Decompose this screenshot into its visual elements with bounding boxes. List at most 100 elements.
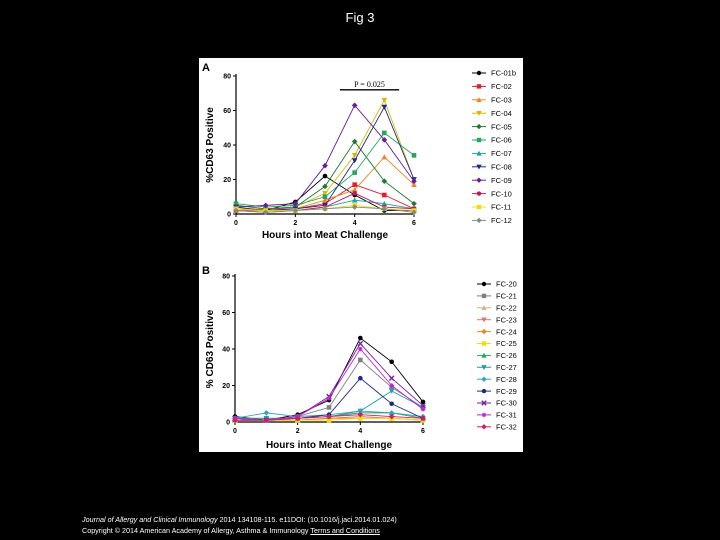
data-point: [351, 187, 358, 193]
data-point: [381, 137, 388, 143]
legend-label: FC-02: [491, 82, 512, 91]
legend-entry: FC-30: [477, 399, 517, 408]
x-tick-label: 6: [421, 428, 425, 435]
data-point: [420, 406, 426, 412]
data-point: [357, 408, 364, 414]
legend-entry: FC-04: [472, 109, 512, 118]
legend-label: FC-32: [496, 423, 517, 432]
legend-entry: FC-01b: [472, 69, 516, 78]
legend-marker: [481, 281, 487, 287]
data-point: [381, 104, 388, 110]
legend-marker: [481, 352, 487, 358]
legend-marker: [481, 328, 487, 335]
legend-marker: [481, 388, 487, 394]
legend-marker: [481, 305, 487, 310]
legend-label: FC-24: [496, 327, 517, 336]
legend-entry: FC-05: [472, 122, 512, 131]
copyright-line: Copyright © 2014 American Academy of All…: [82, 525, 702, 536]
data-point: [389, 359, 394, 365]
data-point: [322, 173, 328, 179]
legend-marker: [476, 84, 482, 89]
data-point: [263, 410, 270, 416]
data-point: [352, 191, 357, 196]
data-point: [382, 130, 387, 136]
legend-marker: [481, 317, 487, 323]
data-point: [358, 346, 363, 352]
legend-marker: [476, 191, 482, 196]
legend-marker: [476, 123, 482, 130]
data-point: [351, 138, 358, 145]
legend-entry: FC-31: [477, 411, 517, 420]
y-tick-label: 60: [223, 108, 231, 115]
legend-marker: [481, 400, 487, 406]
y-tick-label: 0: [226, 420, 230, 427]
data-point: [292, 207, 299, 214]
data-point: [388, 375, 395, 381]
legend-label: FC-22: [496, 304, 517, 313]
legend-entry: FC-08: [472, 163, 512, 172]
data-point: [232, 417, 238, 423]
x-tick-label: 0: [233, 428, 237, 435]
data-point: [351, 158, 358, 164]
y-tick-label: 40: [222, 347, 230, 354]
x-tick-label: 4: [353, 220, 357, 227]
data-point: [322, 191, 328, 197]
footer: Journal of Allergy and Clinical Immunolo…: [82, 514, 702, 536]
y-axis-label: %CD63 Positive: [205, 107, 216, 183]
data-point: [351, 204, 358, 210]
legend-entry: FC-06: [472, 136, 512, 145]
data-point: [420, 402, 426, 409]
legend-entry: FC-10: [472, 189, 512, 198]
chart-panel-a: A 0 20 40 60 80 0 2 4 6 Hours into Meat Challenge%…: [202, 62, 516, 241]
legend-entry: FC-24: [477, 327, 517, 336]
legend-label: FC-12: [491, 216, 512, 225]
legend-label: FC-06: [491, 136, 512, 145]
y-tick-label: 80: [222, 274, 230, 281]
legend-label: FC-03: [491, 96, 512, 105]
panel-label: A: [202, 62, 210, 74]
citation-line: Journal of Allergy and Clinical Immunolo…: [82, 514, 702, 525]
legend-marker: [476, 217, 482, 224]
legend-marker: [481, 365, 487, 370]
y-tick-label: 0: [227, 212, 231, 219]
data-point: [358, 335, 363, 341]
legend-label: FC-26: [496, 351, 517, 360]
legend-marker: [476, 70, 482, 76]
legend-marker: [476, 150, 482, 156]
data-point: [411, 181, 417, 187]
legend-entry: FC-22: [477, 304, 517, 313]
legend-label: FC-09: [491, 176, 512, 185]
data-point: [411, 178, 417, 185]
legend-marker: [476, 177, 482, 183]
data-point: [411, 200, 417, 207]
series-fc-31: [232, 346, 426, 423]
data-point: [233, 201, 239, 206]
legend-label: FC-20: [496, 280, 517, 289]
legend-entry: FC-21: [477, 292, 517, 301]
series-line: [234, 359, 424, 421]
data-point: [389, 383, 394, 388]
legend-label: FC-01b: [491, 69, 516, 78]
legend-entry: FC-12: [472, 216, 512, 225]
series-fc-32: [232, 411, 426, 423]
legend-entry: FC-11: [472, 203, 511, 212]
x-tick-label: 0: [234, 220, 238, 227]
legend-entry: FC-09: [472, 176, 512, 185]
legend-marker: [476, 164, 482, 170]
data-point: [357, 411, 364, 418]
data-point: [326, 405, 332, 410]
legend-entry: FC-25: [477, 339, 517, 348]
legend-label: FC-25: [496, 339, 517, 348]
legend-label: FC-04: [491, 109, 512, 118]
terms-link[interactable]: Terms and Conditions: [310, 526, 380, 535]
data-point: [382, 192, 387, 198]
data-point: [322, 194, 328, 200]
x-tick-label: 2: [293, 220, 297, 227]
legend-label: FC-11: [491, 203, 511, 212]
data-point: [411, 153, 417, 158]
data-point: [351, 197, 358, 203]
legend-marker: [476, 97, 482, 102]
y-axis-label: % CD63 Positive: [205, 309, 216, 388]
x-tick-label: 4: [358, 428, 362, 435]
